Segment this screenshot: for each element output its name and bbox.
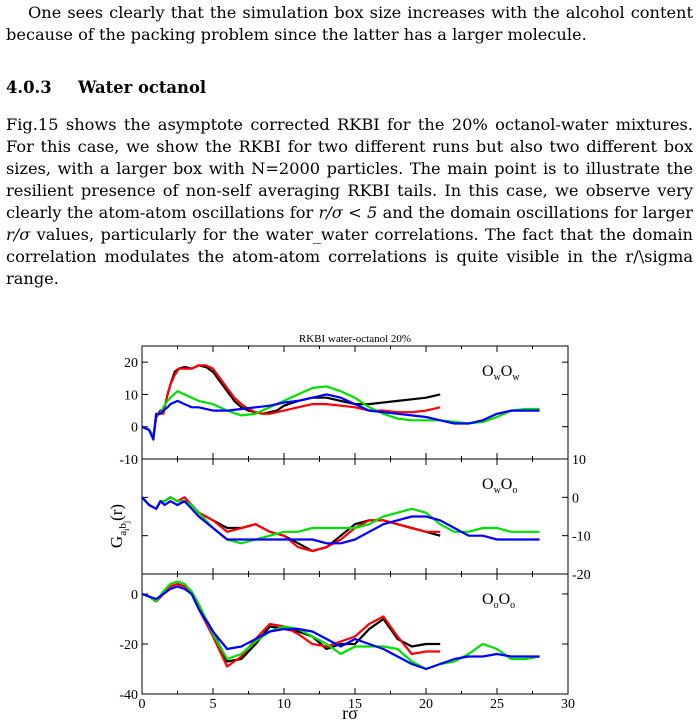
math-r-sigma-lt-5: r/σ < 5	[318, 203, 378, 222]
y-tick-label: 0	[131, 421, 138, 436]
x-axis-label: rσ	[342, 703, 358, 722]
y-label-sub: a	[117, 531, 129, 536]
x-tick-label: 10	[277, 697, 291, 712]
x-tick-label: 15	[348, 697, 362, 712]
svg-text:Gaibj(r): Gaibj(r)	[107, 504, 131, 548]
y-tick-label: 20	[124, 356, 138, 371]
y-tick-label: 0	[572, 491, 579, 506]
y-tick-label: -20	[119, 638, 138, 653]
panel-OwOw: -10 0 10 20 OwOw	[119, 345, 569, 468]
y-tick-label: 10	[572, 453, 586, 468]
series-black-OoOo	[141, 582, 441, 663]
body-paragraph: Fig.15 shows the asymptote corrected RKB…	[6, 115, 693, 288]
math-r-sigma: r/σ	[6, 225, 31, 244]
series-blue-OwOw	[141, 393, 540, 441]
series-red-OwOo	[141, 496, 441, 553]
panel-label: OoOo	[482, 591, 515, 611]
y-tick-label: -10	[572, 530, 591, 545]
x-tick-label: 5	[210, 697, 217, 712]
series-green-OwOw	[141, 385, 540, 438]
x-tick-label: 25	[490, 697, 504, 712]
section-heading: 4.0.3 Water octanol	[6, 78, 206, 97]
intro-paragraph: One sees clearly that the simulation box…	[6, 3, 693, 44]
section-title: Water octanol	[78, 78, 207, 97]
panel-label: OwOw	[482, 363, 520, 383]
x-tick-label: 30	[561, 697, 575, 712]
y-tick-label: -10	[119, 453, 138, 468]
panel-label: OwOo	[482, 476, 517, 496]
series-blue-OoOo	[141, 585, 540, 671]
series-blue-OwOo	[141, 496, 540, 545]
y-tick-label: 10	[124, 388, 138, 403]
panel-OwOo: -20 -10 0 10 OwOo	[141, 453, 591, 583]
series-red-OoOo	[141, 582, 441, 668]
y-tick-label: -20	[572, 568, 591, 583]
panel-OoOo: -40 -20 0 OoOo	[119, 573, 569, 703]
section-number: 4.0.3	[6, 78, 52, 97]
y-tick-label: 0	[131, 588, 138, 603]
chart-title: RKBI water-octanol 20%	[299, 333, 411, 345]
x-tick-label: 0	[139, 697, 146, 712]
rkbi-figure: RKBI water-octanol 20% -10 0 10 20 OwOw -20 -1…	[107, 333, 591, 722]
series-red-OwOw	[141, 364, 441, 438]
y-axis-label: Gaibj(r)	[107, 504, 131, 548]
y-tick-label: -40	[119, 688, 138, 703]
x-tick-label: 20	[419, 697, 433, 712]
